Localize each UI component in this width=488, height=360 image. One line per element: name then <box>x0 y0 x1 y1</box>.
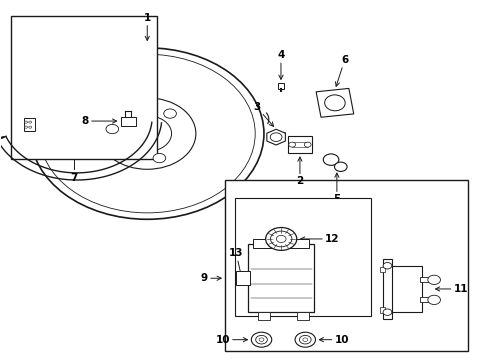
Circle shape <box>153 153 165 163</box>
Circle shape <box>99 98 196 169</box>
Bar <box>224 180 467 351</box>
Text: 1: 1 <box>143 13 151 40</box>
Circle shape <box>276 235 285 243</box>
Bar <box>258 312 270 320</box>
Text: 8: 8 <box>81 116 117 126</box>
Circle shape <box>299 336 310 344</box>
Bar <box>379 307 384 313</box>
Bar <box>287 136 311 153</box>
Text: 3: 3 <box>252 102 273 126</box>
Text: 4: 4 <box>277 50 284 79</box>
Circle shape <box>270 231 291 247</box>
Circle shape <box>24 126 27 128</box>
Circle shape <box>29 121 32 123</box>
Text: 13: 13 <box>228 248 243 278</box>
Circle shape <box>29 126 32 128</box>
Bar <box>248 244 313 312</box>
Circle shape <box>259 338 264 342</box>
Bar <box>296 312 308 320</box>
Circle shape <box>427 295 440 305</box>
Bar <box>11 16 157 158</box>
Text: 10: 10 <box>319 335 348 345</box>
Circle shape <box>427 275 440 284</box>
Text: 7: 7 <box>70 173 78 183</box>
Circle shape <box>302 338 307 342</box>
Circle shape <box>39 54 255 213</box>
Circle shape <box>294 332 315 347</box>
Bar <box>379 267 384 273</box>
Bar <box>385 266 421 312</box>
Ellipse shape <box>324 95 345 111</box>
Circle shape <box>382 309 391 315</box>
Circle shape <box>268 230 293 248</box>
Text: 6: 6 <box>335 55 347 86</box>
Circle shape <box>323 154 338 165</box>
Text: 9: 9 <box>201 273 221 283</box>
Circle shape <box>288 142 295 147</box>
Circle shape <box>255 336 267 344</box>
Circle shape <box>270 133 282 141</box>
Bar <box>234 198 370 316</box>
Bar <box>120 117 136 126</box>
Circle shape <box>334 162 346 171</box>
Bar <box>24 118 35 131</box>
Circle shape <box>122 116 171 152</box>
Text: 5: 5 <box>333 173 340 204</box>
Circle shape <box>265 228 296 250</box>
Circle shape <box>24 121 27 123</box>
Bar <box>419 297 431 302</box>
Bar <box>419 277 431 282</box>
Bar <box>278 83 284 89</box>
Circle shape <box>251 332 271 347</box>
Circle shape <box>106 125 119 134</box>
Circle shape <box>30 48 264 219</box>
Text: 12: 12 <box>300 234 339 244</box>
Circle shape <box>382 262 391 269</box>
Bar <box>382 258 391 319</box>
Circle shape <box>163 109 176 118</box>
Circle shape <box>273 234 288 244</box>
Text: 11: 11 <box>435 284 467 294</box>
Bar <box>253 239 308 248</box>
Circle shape <box>304 142 310 147</box>
Bar <box>236 271 249 285</box>
Text: 10: 10 <box>215 335 247 345</box>
Bar <box>315 89 353 117</box>
Text: 2: 2 <box>296 157 303 186</box>
